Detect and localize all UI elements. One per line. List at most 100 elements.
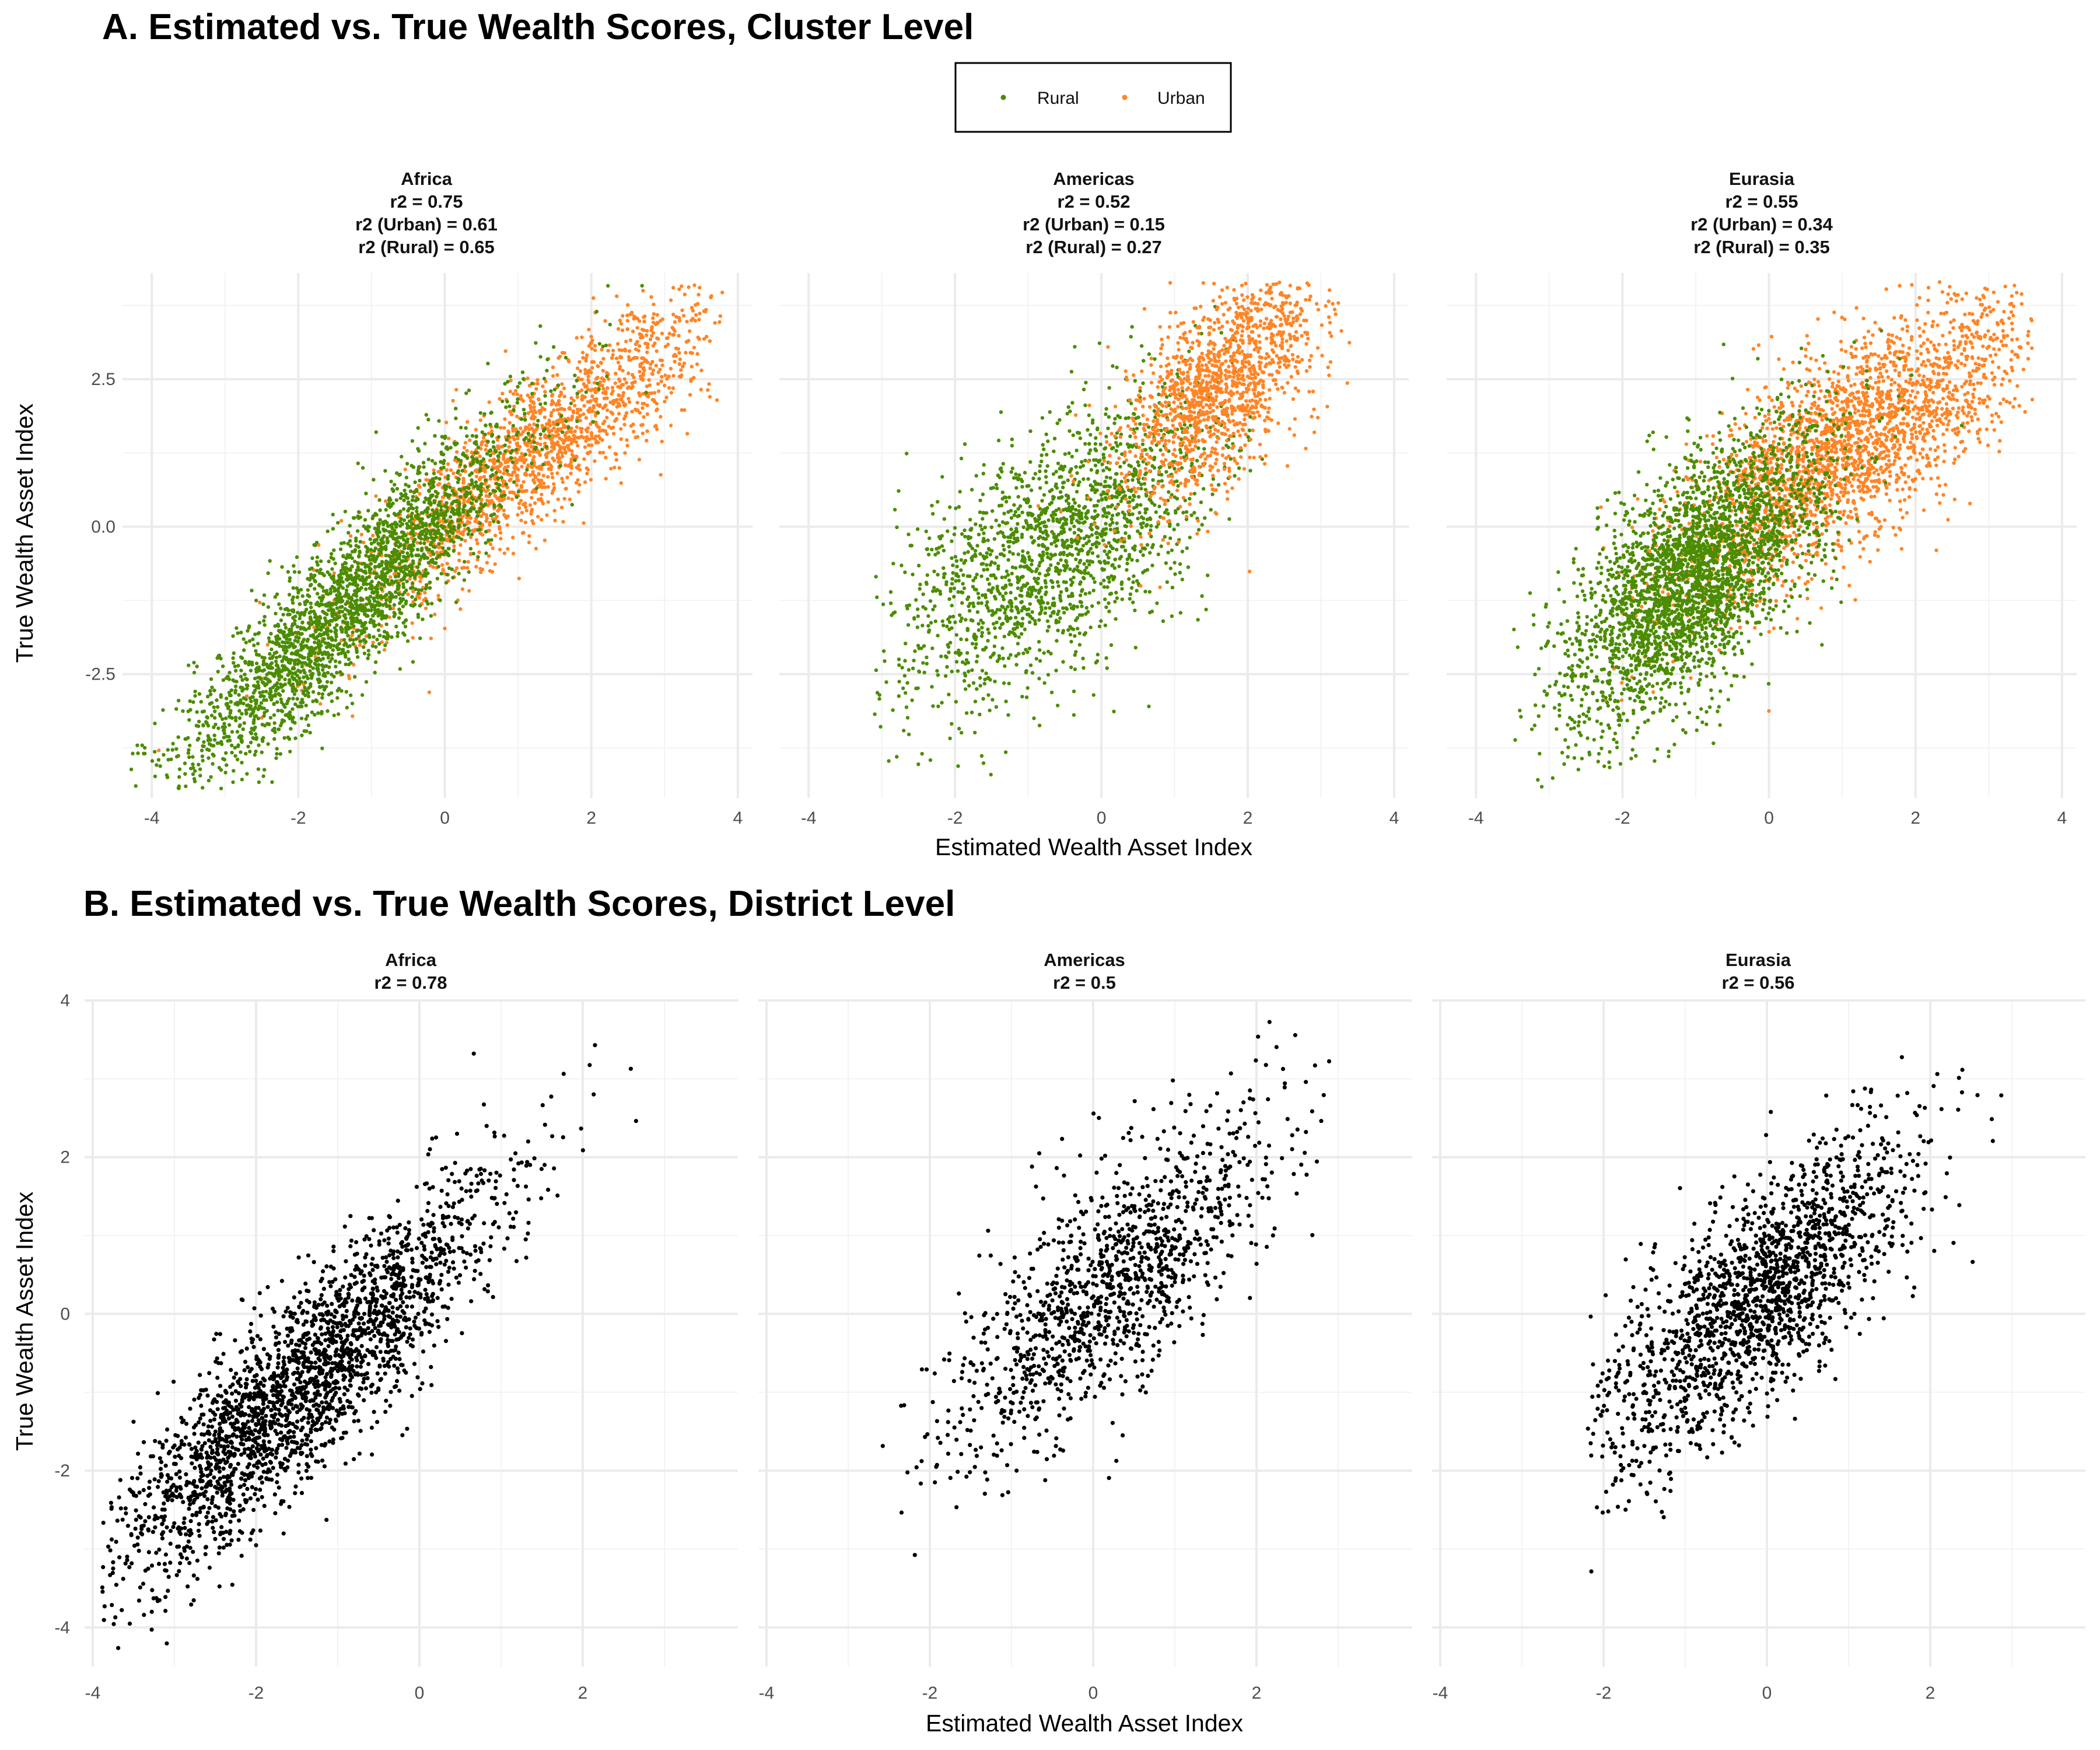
scatter-point [1001, 656, 1005, 661]
scatter-point [288, 638, 292, 642]
scatter-point [985, 600, 989, 604]
scatter-point [477, 550, 481, 554]
scatter-point [568, 497, 572, 502]
scatter-point [235, 730, 240, 734]
scatter-point [1132, 494, 1136, 498]
scatter-point [312, 620, 316, 625]
scatter-point [444, 446, 449, 450]
scatter-point [394, 531, 398, 536]
scatter-point [383, 469, 387, 473]
scatter-point [536, 423, 540, 428]
scatter-point [348, 601, 353, 606]
point-cloud [157, 283, 724, 752]
scatter-point [416, 497, 420, 502]
scatter-point [663, 373, 667, 377]
scatter-point [282, 648, 286, 652]
scatter-point [551, 475, 555, 480]
scatter-point [1101, 538, 1105, 542]
scatter-point [631, 422, 635, 426]
scatter-point [1032, 716, 1036, 720]
scatter-point [199, 699, 203, 704]
scatter-point [400, 566, 404, 570]
scatter-point [524, 489, 528, 493]
scatter-point [309, 650, 313, 654]
scatter-point [408, 577, 412, 581]
scatter-point [530, 519, 534, 523]
scatter-point [276, 642, 281, 646]
scatter-point [404, 482, 408, 487]
scatter-point [207, 748, 211, 752]
scatter-point [425, 599, 429, 603]
scatter-point [256, 669, 260, 673]
scatter-point [933, 619, 938, 624]
scatter-point [502, 551, 507, 555]
scatter-point [275, 752, 279, 756]
scatter-point [463, 538, 467, 543]
legend-label-urban: Urban [1157, 89, 1205, 108]
scatter-point [539, 408, 543, 413]
scatter-point [572, 384, 576, 388]
scatter-point [259, 705, 263, 710]
scatter-point [401, 555, 406, 559]
scatter-point [315, 569, 319, 573]
scatter-point [363, 569, 368, 573]
scatter-point [526, 376, 530, 380]
scatter-point [432, 538, 436, 542]
scatter-point [341, 572, 346, 576]
scatter-point [424, 496, 428, 501]
scatter-point [645, 350, 649, 355]
scatter-point [560, 438, 564, 442]
scatter-point [410, 498, 415, 502]
scatter-point [293, 687, 298, 691]
scatter-point [305, 599, 310, 604]
scatter-point [318, 615, 322, 619]
scatter-point [345, 584, 349, 589]
scatter-point [1056, 628, 1060, 633]
scatter-point [556, 497, 560, 502]
scatter-point [577, 436, 581, 440]
scatter-point [592, 296, 596, 300]
scatter-point [614, 458, 619, 462]
scatter-point [1020, 510, 1024, 514]
scatter-point [628, 312, 632, 317]
scatter-point [446, 495, 450, 499]
scatter-point [622, 377, 627, 382]
scatter-point [354, 593, 358, 597]
scatter-point [690, 365, 694, 369]
scatter-point [443, 626, 447, 631]
scatter-point [625, 438, 629, 442]
facet-strip-line: r2 (Urban) = 0.61 [355, 214, 498, 235]
scatter-point [408, 586, 413, 590]
scatter-point [435, 516, 440, 520]
scatter-point [487, 554, 491, 558]
scatter-point [468, 547, 473, 551]
scatter-point [236, 744, 240, 748]
scatter-point [532, 440, 536, 444]
scatter-point [277, 673, 282, 677]
scatter-point [326, 641, 330, 646]
scatter-point [689, 377, 694, 382]
scatter-point [677, 316, 681, 320]
scatter-point [636, 349, 640, 353]
scatter-point [622, 422, 626, 427]
scatter-point [279, 700, 284, 705]
scatter-point [306, 588, 310, 592]
scatter-point [342, 541, 346, 545]
scatter-point [950, 722, 954, 726]
scatter-point [326, 709, 330, 713]
scatter-point [289, 727, 293, 731]
scatter-point [366, 548, 370, 553]
scatter-point [633, 355, 637, 360]
scatter-point [594, 422, 598, 426]
scatter-point [1118, 442, 1123, 446]
facet-strip-line: r2 = 0.75 [390, 191, 463, 212]
scatter-point [695, 362, 699, 366]
scatter-point [517, 501, 522, 506]
scatter-point [308, 669, 312, 673]
scatter-point [576, 478, 580, 482]
scatter-point [1080, 604, 1084, 608]
scatter-point [409, 514, 414, 519]
scatter-point [484, 519, 488, 523]
scatter-point [240, 761, 244, 765]
scatter-point [511, 424, 516, 428]
